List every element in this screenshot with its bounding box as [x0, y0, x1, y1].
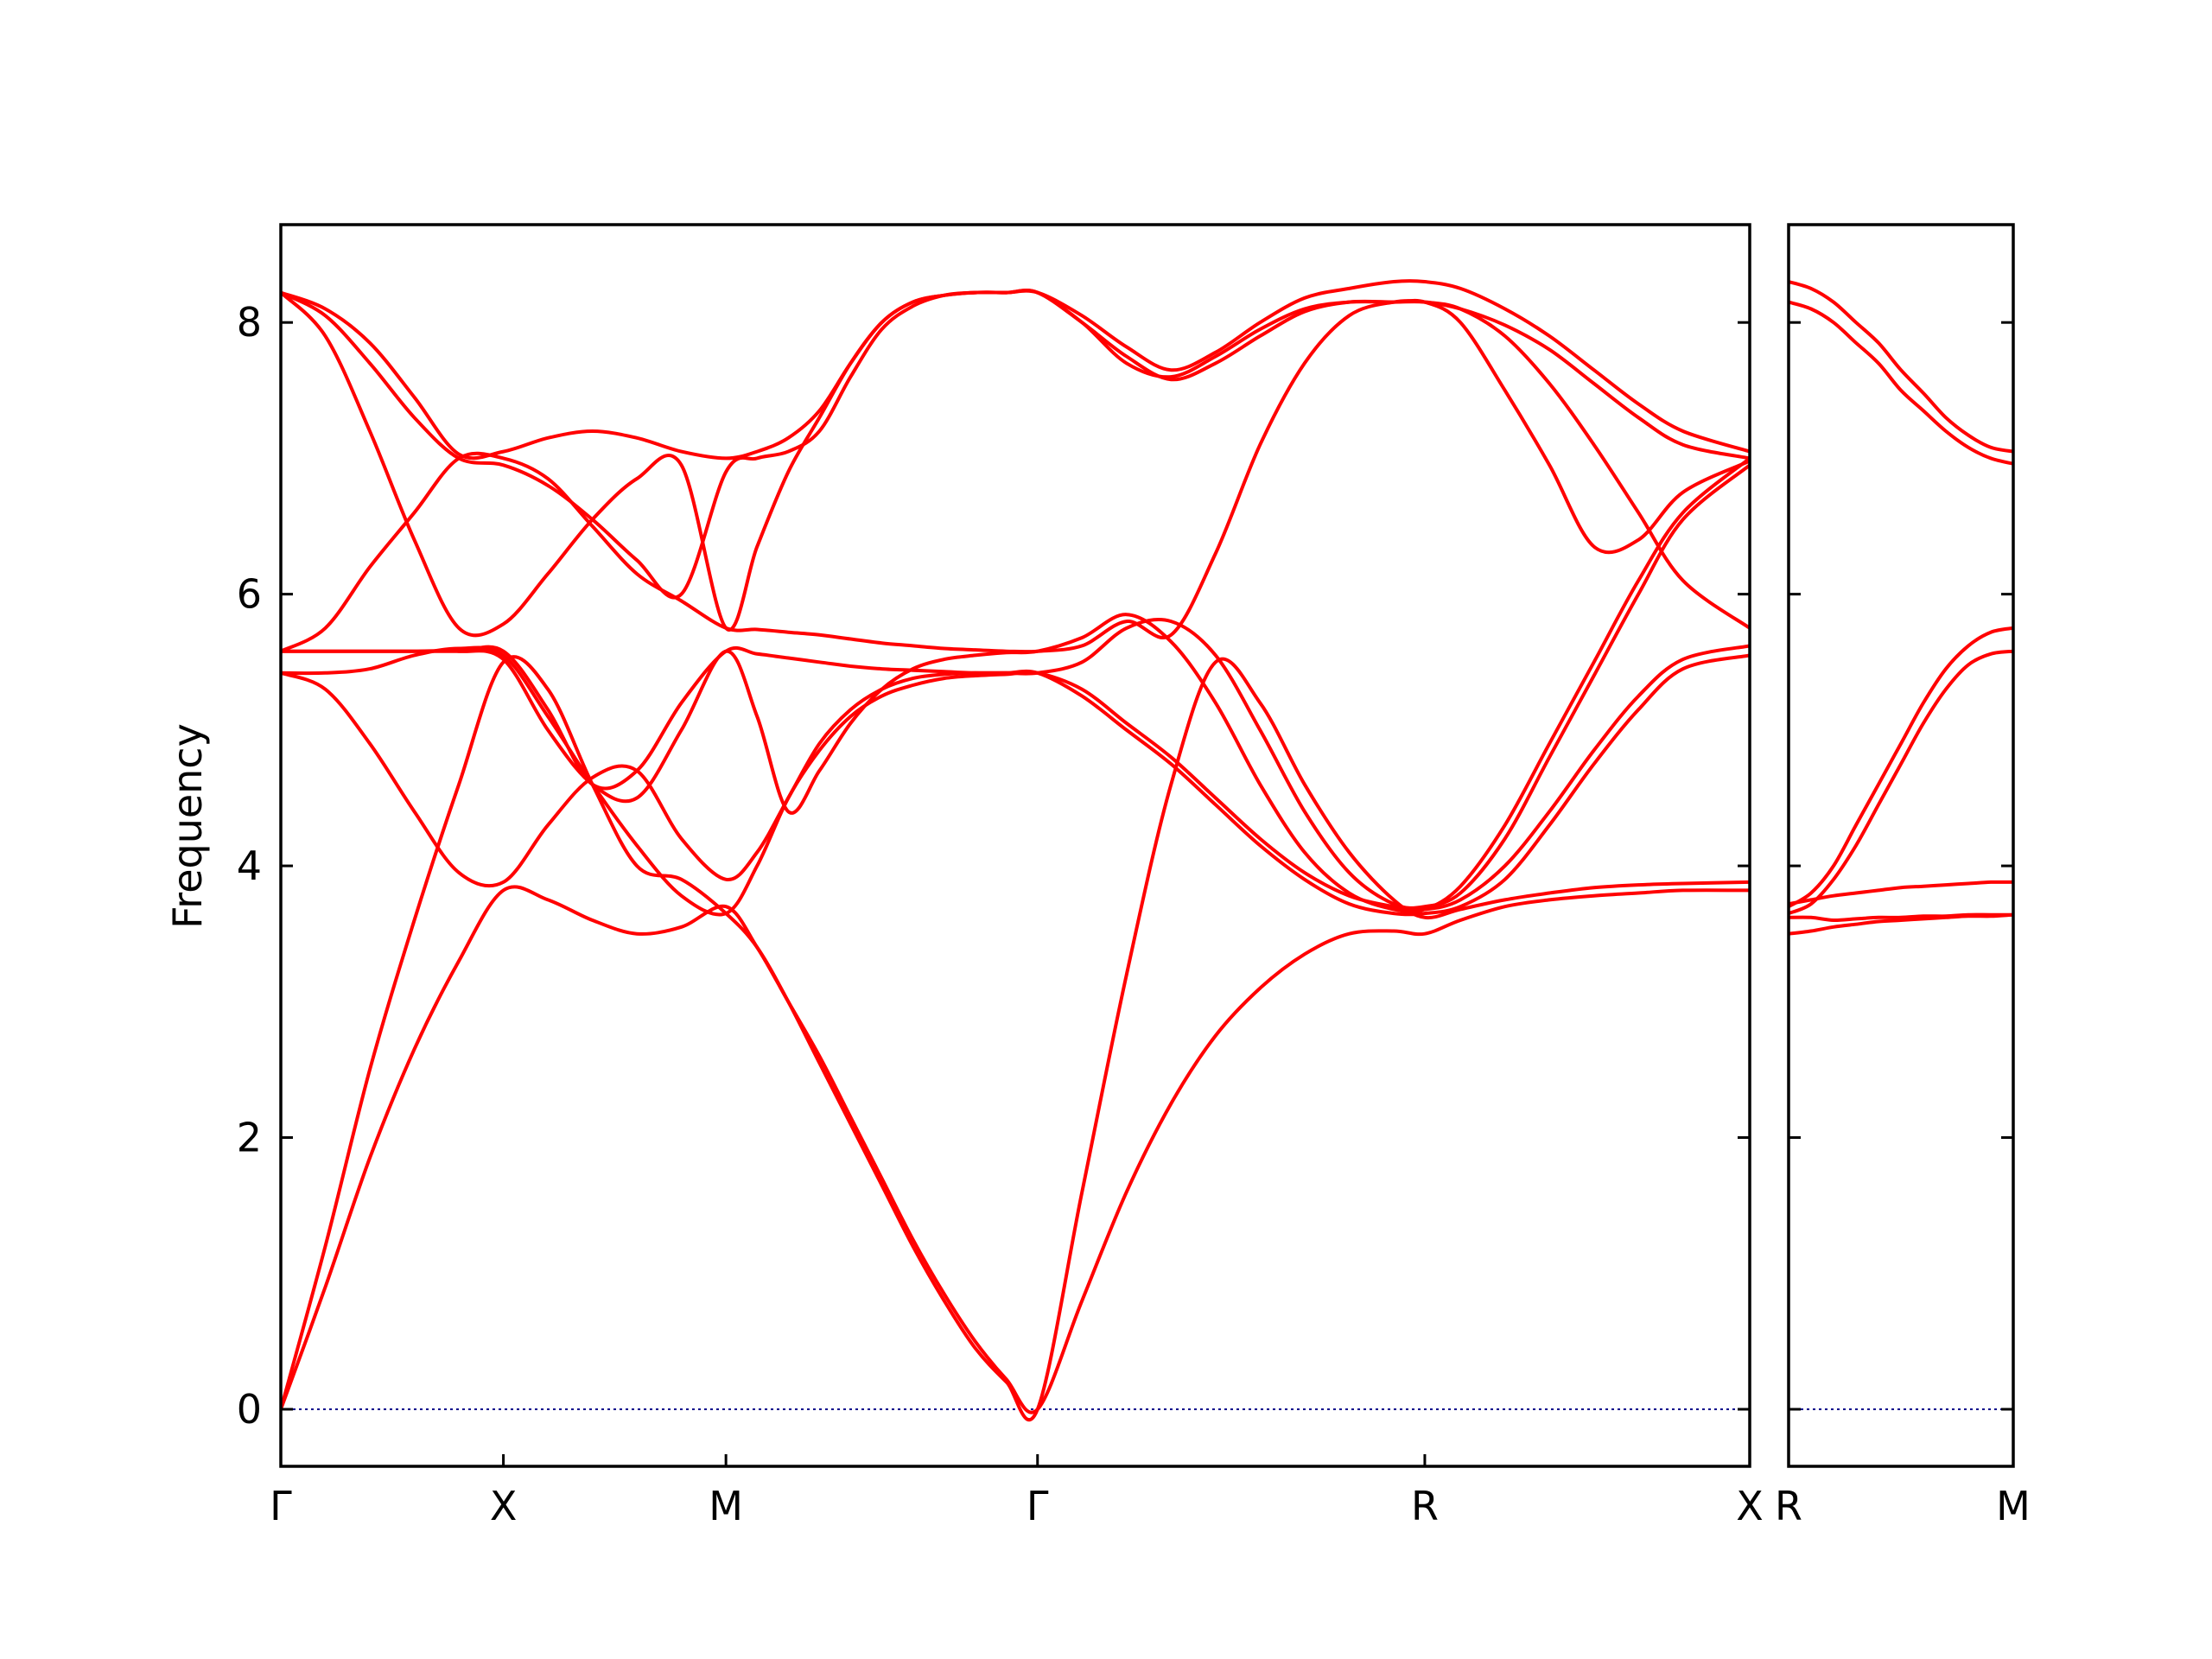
- y-tick-label: 8: [237, 299, 262, 346]
- band-line: [281, 289, 1750, 600]
- band-line: [281, 463, 1750, 910]
- plot-frame: [279, 223, 1751, 1468]
- x-tick-label: X: [1736, 1483, 1764, 1529]
- band-line: [281, 644, 1750, 917]
- x-tick-label: Γ: [270, 1483, 292, 1529]
- y-tick-label: 6: [237, 571, 262, 618]
- band-line: [281, 885, 1750, 1414]
- plot-frame: [1787, 223, 2015, 1468]
- band-line: [281, 655, 1750, 1422]
- band-line: [1789, 626, 2013, 909]
- y-axis-title: Frequency: [164, 723, 211, 929]
- x-tick-label: R: [1411, 1483, 1439, 1529]
- x-tick-label: M: [709, 1483, 743, 1529]
- band-line: [281, 299, 1750, 654]
- y-tick-label: 0: [237, 1386, 262, 1433]
- x-tick-label: M: [1996, 1483, 2031, 1529]
- y-tick-label: 4: [237, 842, 262, 889]
- x-tick-label: R: [1775, 1483, 1802, 1529]
- x-tick-label: Γ: [1027, 1483, 1049, 1529]
- y-tick-label: 2: [237, 1115, 262, 1161]
- x-tick-label: X: [490, 1483, 518, 1529]
- band-line: [1789, 880, 2013, 906]
- band-line: [1789, 300, 2013, 466]
- band-line: [281, 456, 1750, 914]
- band-line: [1789, 280, 2013, 454]
- band-line: [281, 279, 1750, 461]
- band-line: [1789, 912, 2013, 923]
- main-panel: 0 2 4 6 8 Γ X M Γ R X: [237, 223, 1764, 1529]
- band-line: [1789, 649, 2013, 916]
